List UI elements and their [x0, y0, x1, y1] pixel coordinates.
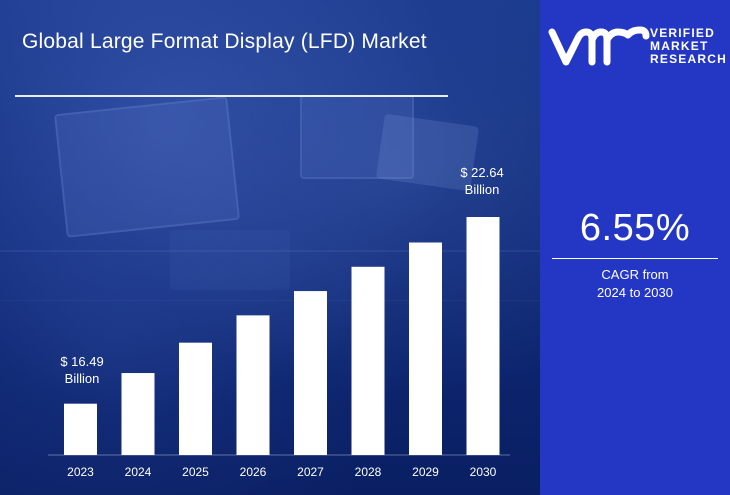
last-value-unit: Billion	[464, 182, 500, 197]
title-divider	[15, 95, 448, 97]
first-value-amount: $ 16.49	[60, 354, 104, 369]
x-tick-label-2024: 2024	[125, 465, 152, 479]
bar-2030	[466, 217, 500, 455]
circuit-trace-decoration	[0, 300, 540, 301]
brand-name: VERIFIED MARKET RESEARCH	[650, 27, 727, 66]
brand-line-market: MARKET	[650, 39, 709, 53]
brand-line-verified: VERIFIED	[650, 26, 715, 40]
x-tick-label-2026: 2026	[240, 465, 267, 479]
bar-2026	[236, 315, 270, 455]
x-tick-label-2028: 2028	[355, 465, 382, 479]
bar-2028	[351, 266, 385, 455]
first-value-unit: Billion	[64, 371, 100, 386]
bar-2023	[64, 403, 97, 455]
vmr-logo-mark	[548, 26, 650, 66]
cagr-value: 6.55%	[579, 207, 691, 249]
bar-2024	[121, 373, 155, 455]
bar-2025	[179, 342, 212, 455]
x-tick-label-2029: 2029	[412, 465, 439, 479]
x-tick-label-2023: 2023	[67, 465, 94, 479]
chart-title: Global Large Format Display (LFD) Market	[22, 30, 427, 53]
bar-2029	[409, 242, 442, 455]
chart-panel: Global Large Format Display (LFD) Market…	[0, 0, 540, 495]
circuit-trace-decoration	[0, 250, 540, 252]
bar-2027	[294, 291, 327, 455]
cagr-divider	[552, 258, 718, 259]
last-value-amount: $ 22.64	[460, 165, 504, 180]
cagr-label-line1: CAGR from	[601, 267, 669, 282]
x-tick-label-2027: 2027	[297, 465, 324, 479]
bar-chart: 2023 2024 2025 2026 2027 2028 2029 2030	[48, 217, 510, 479]
vmr-logo	[548, 26, 650, 66]
brand-line-research: RESEARCH	[650, 52, 727, 66]
circuit-chip-decoration	[170, 230, 290, 290]
last-value-callout: $ 22.64 Billion	[448, 164, 516, 198]
first-value-callout: $ 16.49 Billion	[46, 353, 118, 387]
cagr-caption: CAGR from 2024 to 2030	[540, 266, 730, 302]
x-tick-label-2025: 2025	[182, 465, 209, 479]
summary-panel: VERIFIED MARKET RESEARCH 6.55% CAGR from…	[540, 0, 730, 495]
cagr-label-line2: 2024 to 2030	[597, 285, 673, 300]
x-tick-label-2030: 2030	[470, 465, 497, 479]
